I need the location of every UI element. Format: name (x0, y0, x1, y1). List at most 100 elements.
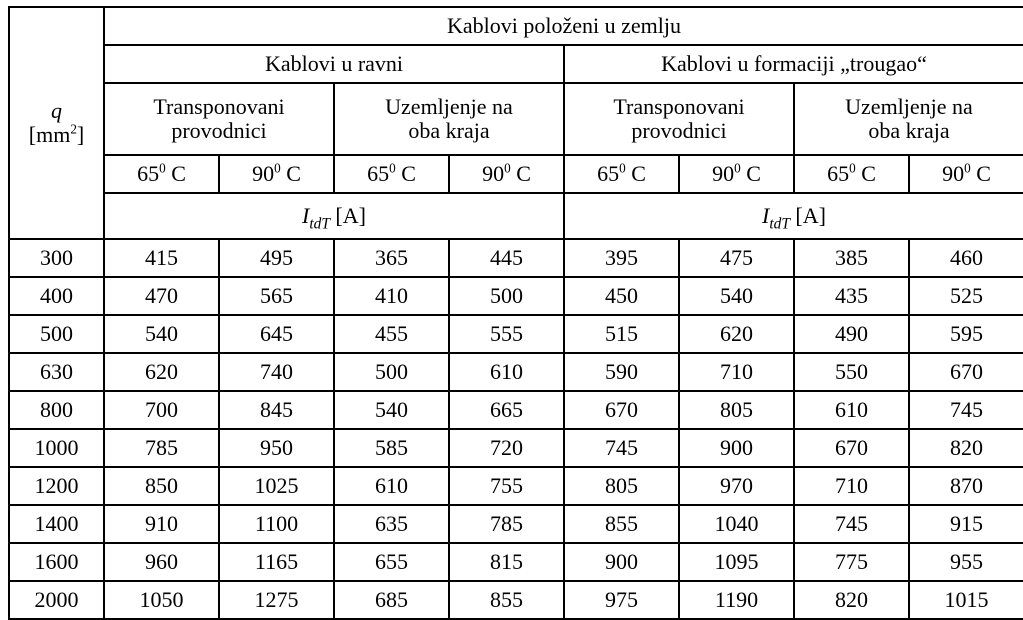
cell-value: 415 (104, 239, 219, 277)
cell-value: 525 (909, 277, 1023, 315)
cell-value: 610 (334, 467, 449, 505)
cell-value: 670 (794, 429, 909, 467)
cell-value: 455 (334, 315, 449, 353)
cell-value: 975 (564, 581, 679, 619)
cell-value: 645 (219, 315, 334, 353)
cell-value: 460 (909, 239, 1023, 277)
cell-value: 1040 (679, 505, 794, 543)
cell-value: 805 (564, 467, 679, 505)
table-body: 3004154953654453954753854604004705654105… (9, 239, 1023, 619)
cell-value: 900 (679, 429, 794, 467)
cell-value: 915 (909, 505, 1023, 543)
table-row: 12008501025610755805970710870 (9, 467, 1023, 505)
cell-q: 1400 (9, 505, 104, 543)
header-itdt-flat: ItdT [A] (104, 193, 564, 239)
cell-value: 540 (334, 391, 449, 429)
cell-value: 740 (219, 353, 334, 391)
table-row: 300415495365445395475385460 (9, 239, 1023, 277)
cell-value: 850 (104, 467, 219, 505)
cell-value: 900 (564, 543, 679, 581)
cell-value: 710 (679, 353, 794, 391)
cell-q: 1000 (9, 429, 104, 467)
cell-value: 785 (449, 505, 564, 543)
cell-value: 445 (449, 239, 564, 277)
cell-value: 970 (679, 467, 794, 505)
cell-value: 395 (564, 239, 679, 277)
cell-q: 1600 (9, 543, 104, 581)
table-row: 140091011006357858551040745915 (9, 505, 1023, 543)
header-t90: 900 C (449, 155, 564, 193)
cell-value: 1015 (909, 581, 1023, 619)
cell-value: 555 (449, 315, 564, 353)
cell-value: 1275 (219, 581, 334, 619)
header-q: q[mm2] (9, 7, 104, 239)
cell-value: 495 (219, 239, 334, 277)
cell-value: 745 (909, 391, 1023, 429)
cell-value: 685 (334, 581, 449, 619)
cell-value: 805 (679, 391, 794, 429)
cell-value: 670 (909, 353, 1023, 391)
cell-q: 630 (9, 353, 104, 391)
cell-value: 950 (219, 429, 334, 467)
table-row: 20001050127568585597511908201015 (9, 581, 1023, 619)
cell-value: 655 (334, 543, 449, 581)
cell-value: 595 (909, 315, 1023, 353)
cell-value: 590 (564, 353, 679, 391)
cell-q: 400 (9, 277, 104, 315)
cell-value: 910 (104, 505, 219, 543)
cell-value: 435 (794, 277, 909, 315)
table-row: 500540645455555515620490595 (9, 315, 1023, 353)
cell-value: 1050 (104, 581, 219, 619)
cell-q: 500 (9, 315, 104, 353)
table-row: 160096011656558159001095775955 (9, 543, 1023, 581)
cell-value: 775 (794, 543, 909, 581)
header-itdt-tri: ItdT [A] (564, 193, 1023, 239)
cell-value: 500 (449, 277, 564, 315)
header-tri-transp: Transponovaniprovodnici (564, 83, 794, 155)
cell-value: 785 (104, 429, 219, 467)
cell-value: 565 (219, 277, 334, 315)
cell-value: 475 (679, 239, 794, 277)
cell-q: 800 (9, 391, 104, 429)
cell-q: 300 (9, 239, 104, 277)
cell-value: 755 (449, 467, 564, 505)
cell-value: 1165 (219, 543, 334, 581)
cell-value: 450 (564, 277, 679, 315)
cell-value: 745 (564, 429, 679, 467)
header-t65: 650 C (564, 155, 679, 193)
cell-value: 500 (334, 353, 449, 391)
header-t65: 650 C (104, 155, 219, 193)
header-t90: 900 C (909, 155, 1023, 193)
cell-value: 365 (334, 239, 449, 277)
cell-q: 1200 (9, 467, 104, 505)
header-flat-ground: Uzemljenje naoba kraja (334, 83, 564, 155)
cell-value: 855 (564, 505, 679, 543)
header-flat-transp: Transponovaniprovodnici (104, 83, 334, 155)
cell-value: 1025 (219, 467, 334, 505)
cell-value: 490 (794, 315, 909, 353)
header-t65: 650 C (794, 155, 909, 193)
cell-value: 550 (794, 353, 909, 391)
cell-value: 955 (909, 543, 1023, 581)
table-row: 400470565410500450540435525 (9, 277, 1023, 315)
header-t90: 900 C (219, 155, 334, 193)
header-top: Kablovi položeni u zemlju (104, 7, 1023, 45)
cell-value: 540 (104, 315, 219, 353)
cell-value: 665 (449, 391, 564, 429)
header-tri-ground: Uzemljenje naoba kraja (794, 83, 1023, 155)
cell-q: 2000 (9, 581, 104, 619)
cell-value: 1190 (679, 581, 794, 619)
cell-value: 710 (794, 467, 909, 505)
cell-value: 1100 (219, 505, 334, 543)
header-t65: 650 C (334, 155, 449, 193)
header-group-flat: Kablovi u ravni (104, 45, 564, 83)
cell-value: 870 (909, 467, 1023, 505)
table-row: 800700845540665670805610745 (9, 391, 1023, 429)
cell-value: 815 (449, 543, 564, 581)
cell-value: 410 (334, 277, 449, 315)
cell-value: 635 (334, 505, 449, 543)
cable-ratings-table: q[mm2] Kablovi položeni u zemlju Kablovi… (8, 6, 1023, 620)
header-group-tri: Kablovi u formaciji „trougao“ (564, 45, 1023, 83)
cell-value: 845 (219, 391, 334, 429)
cell-value: 720 (449, 429, 564, 467)
